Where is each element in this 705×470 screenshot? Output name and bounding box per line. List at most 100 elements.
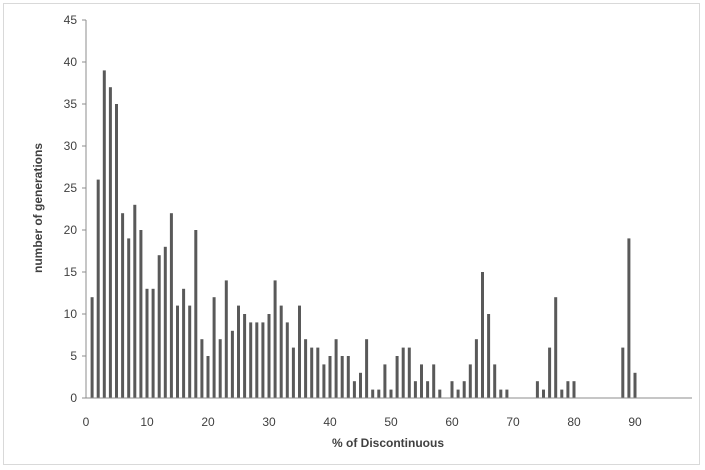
bar-3 [102,70,106,399]
bar-57 [432,364,436,398]
bar-21 [212,297,216,398]
y-tick-label: 15 [64,265,78,279]
bar-46 [365,339,369,398]
bar-23 [224,280,228,398]
bar-63 [468,364,472,398]
bar-61 [456,389,460,398]
axes-group [82,19,692,399]
bar-52 [401,347,405,398]
bar-68 [499,389,503,398]
bar-8 [133,204,137,398]
bar-9 [139,230,143,398]
bar-24 [230,330,234,398]
bar-43 [346,356,350,398]
bar-90 [633,372,637,398]
x-tick-label: 20 [201,415,215,429]
bar-6 [121,213,125,398]
bar-76 [548,347,552,398]
bar-38 [316,347,320,398]
bar-62 [462,381,466,398]
bar-5 [115,104,118,398]
bar-58 [438,389,442,398]
chart-frame [3,3,700,465]
y-tick-label: 45 [64,13,78,27]
bar-26 [243,314,247,398]
bar-48 [377,389,381,398]
bar-75 [542,389,545,398]
bar-32 [279,305,283,398]
bar-28 [255,322,259,398]
bar-74 [535,381,539,398]
y-tick-label: 25 [64,181,78,195]
bar-30 [267,314,271,398]
bar-51 [395,356,399,398]
bar-1 [90,297,94,398]
bar-39 [322,364,326,398]
y-tick-label: 0 [70,391,77,405]
x-tick-label: 30 [262,415,276,429]
x-tick-label: 40 [323,415,337,429]
bar-10 [145,288,149,398]
bar-18 [194,230,198,398]
y-tick-label: 30 [64,139,78,153]
bar-67 [493,364,497,398]
bar-56 [426,381,430,398]
x-tick-label: 80 [567,415,581,429]
x-tick-label: 10 [140,415,154,429]
bar-53 [407,347,411,398]
y-tick-label: 10 [64,307,78,321]
bar-78 [560,389,564,398]
bar-4 [108,87,112,398]
y-tick-label: 20 [64,223,78,237]
bar-11 [151,288,155,398]
bar-45 [359,372,362,398]
bar-89 [627,238,631,398]
x-axis-title: % of Discontinuous [332,436,444,450]
bar-17 [188,305,192,398]
bar-88 [621,347,625,398]
x-tick-label: 0 [83,415,90,429]
bar-13 [163,246,167,398]
bar-44 [352,381,356,398]
bar-14 [169,213,173,398]
bar-16 [182,288,186,398]
bar-65 [481,272,484,398]
bar-22 [218,339,222,398]
bar-79 [566,381,570,398]
y-tick-labels: 0 5 10 15 20 25 30 35 40 45 [64,13,78,405]
bar-49 [383,364,387,398]
bar-29 [261,322,265,398]
bar-50 [389,389,393,398]
bars-group [90,70,637,399]
bar-40 [328,356,332,398]
bar-15 [176,305,179,398]
x-tick-label: 90 [628,415,642,429]
y-tick-label: 40 [64,55,78,69]
bar-77 [554,297,558,398]
y-axis-title: number of generations [31,143,45,273]
y-tick-label: 35 [64,97,78,111]
bar-33 [285,322,289,398]
bar-47 [371,389,375,398]
bar-12 [157,255,161,398]
bar-37 [310,347,314,398]
x-tick-label: 60 [445,415,459,429]
bar-35 [298,305,301,398]
bar-42 [340,356,344,398]
bar-41 [334,339,338,398]
bar-66 [487,314,491,398]
bar-69 [505,389,509,398]
bar-27 [249,322,253,398]
bar-19 [200,339,204,398]
bar-25 [237,305,240,398]
bar-31 [273,280,277,398]
bar-20 [206,356,210,398]
x-tick-label: 50 [384,415,398,429]
bar-54 [413,381,417,398]
y-tick-label: 5 [70,349,77,363]
x-tick-labels: 0 10 20 30 40 50 60 70 80 90 [83,415,642,429]
x-tick-label: 70 [506,415,520,429]
bar-7 [127,238,131,398]
bar-36 [304,339,308,398]
